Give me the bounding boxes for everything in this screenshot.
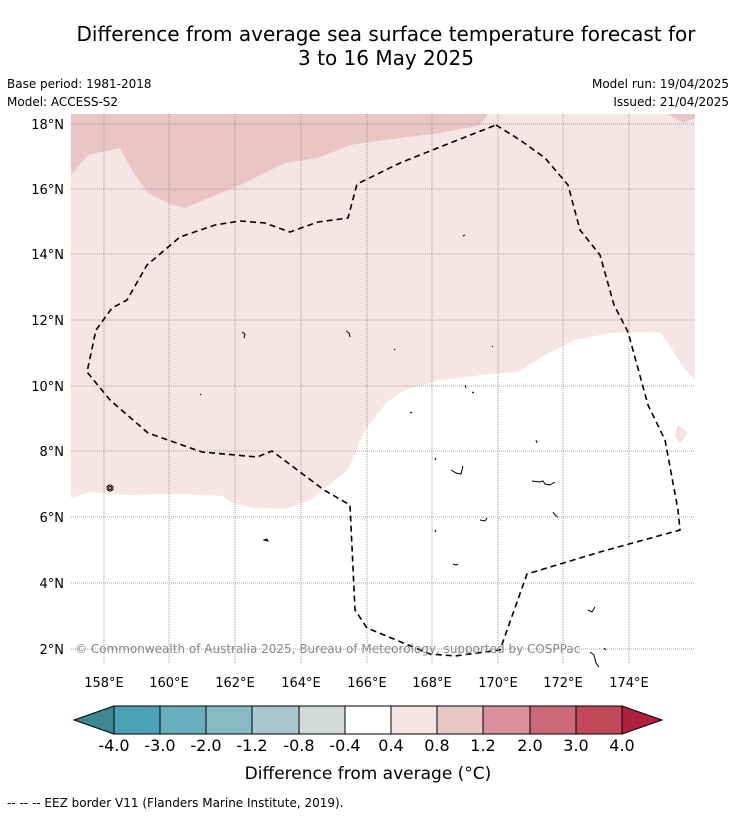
island [452, 563, 459, 566]
metadata-left: Base period: 1981-2018 Model: ACCESS-S2 [7, 75, 152, 111]
island [491, 345, 494, 348]
lon-label: 170°E [478, 676, 518, 691]
eez-border [86, 124, 681, 657]
map-fields [71, 114, 695, 664]
colorbar-bin [159, 705, 207, 735]
colorbar [72, 705, 664, 735]
island [434, 457, 437, 461]
colorbar-bin [390, 705, 438, 735]
lon-label: 168°E [412, 676, 452, 691]
island [393, 348, 396, 351]
colorbar-bin [575, 705, 623, 735]
island [106, 484, 114, 492]
island [535, 439, 538, 444]
colorbar-tick-label: -4.0 [98, 736, 130, 755]
island [262, 538, 269, 542]
island [589, 651, 600, 668]
island [434, 529, 437, 533]
lat-label: 2°N [40, 643, 65, 658]
colorbar-tick-label: -2.0 [190, 736, 222, 755]
colorbar-bin [298, 705, 346, 735]
island [531, 480, 556, 486]
island [241, 331, 246, 339]
island [479, 517, 488, 522]
island [462, 234, 466, 237]
lon-label: 174°E [609, 676, 649, 691]
latitude-labels: 18°N 16°N 14°N 12°N 10°N 8°N 6°N 4°N 2°N [31, 118, 64, 658]
lat-label: 6°N [40, 511, 65, 526]
lat-label: 14°N [31, 248, 64, 263]
anomaly-region-neutral [71, 332, 695, 664]
lon-label: 166°E [347, 676, 387, 691]
lat-label: 12°N [31, 314, 64, 329]
colorbar-bin [436, 705, 484, 735]
colorbar-tick-label: 0.4 [378, 736, 404, 755]
colorbar-tick-label: 1.2 [470, 736, 496, 755]
island [464, 384, 475, 394]
anomaly-island-patch [675, 425, 688, 443]
copyright-watermark: © Commonwealth of Australia 2025, Bureau… [75, 642, 580, 656]
island [345, 330, 351, 338]
title-line-2: 3 to 16 May 2025 [298, 46, 474, 70]
lon-label: 172°E [543, 676, 583, 691]
base-period: Base period: 1981-2018 [7, 77, 152, 91]
colorbar-bin [205, 705, 253, 735]
issued-date: Issued: 21/04/2025 [613, 95, 729, 109]
island [587, 606, 596, 613]
lat-label: 16°N [31, 183, 64, 198]
anomaly-region-0.8-1.2 [71, 114, 488, 208]
island [199, 393, 202, 396]
colorbar-tick-label: -0.8 [283, 736, 315, 755]
longitude-labels: 158°E 160°E 162°E 164°E 166°E 168°E 170°E 172°E… [84, 676, 649, 691]
colorbar-bin [529, 705, 577, 735]
title-line-1: Difference from average sea surface temp… [76, 22, 696, 46]
colorbar-tick-label: -0.4 [329, 736, 361, 755]
colorbar-bin [251, 705, 300, 735]
lat-label: 18°N [31, 118, 64, 133]
island [409, 411, 413, 414]
model-run: Model run: 19/04/2025 [591, 77, 729, 91]
island [603, 647, 607, 651]
model-name: Model: ACCESS-S2 [7, 95, 119, 109]
colorbar-tick-label: -3.0 [144, 736, 176, 755]
anomaly-region-0.8-1.2-ne [668, 114, 695, 123]
lon-label: 160°E [149, 676, 189, 691]
colorbar-bin [113, 705, 161, 735]
colorbar-bin [482, 705, 531, 735]
islands [106, 234, 607, 668]
colorbar-bin [344, 705, 392, 735]
island [108, 486, 112, 490]
gridlines [71, 114, 695, 664]
colorbar-over-arrow [621, 705, 664, 735]
lon-label: 164°E [281, 676, 321, 691]
lon-label: 162°E [215, 676, 255, 691]
colorbar-title: Difference from average (°C) [244, 764, 492, 784]
metadata-right: Model run: 19/04/2025 Issued: 21/04/2025 [592, 75, 729, 111]
chart-title: Difference from average sea surface temp… [0, 22, 736, 70]
lat-label: 8°N [40, 445, 65, 460]
lat-label: 4°N [40, 577, 65, 592]
island [552, 511, 559, 518]
colorbar-tick-label: 4.0 [609, 736, 635, 755]
eez-legend-footer: -- -- -- EEZ border V11 (Flanders Marine… [7, 796, 344, 810]
colorbar-under-arrow [72, 705, 115, 735]
lon-label: 158°E [84, 676, 124, 691]
island [450, 465, 464, 475]
colorbar-tick-label: -1.2 [236, 736, 268, 755]
colorbar-tick-label: 2.0 [517, 736, 543, 755]
colorbar-tick-label: 3.0 [563, 736, 589, 755]
colorbar-tick-label: 0.8 [424, 736, 450, 755]
lat-label: 10°N [31, 380, 64, 395]
